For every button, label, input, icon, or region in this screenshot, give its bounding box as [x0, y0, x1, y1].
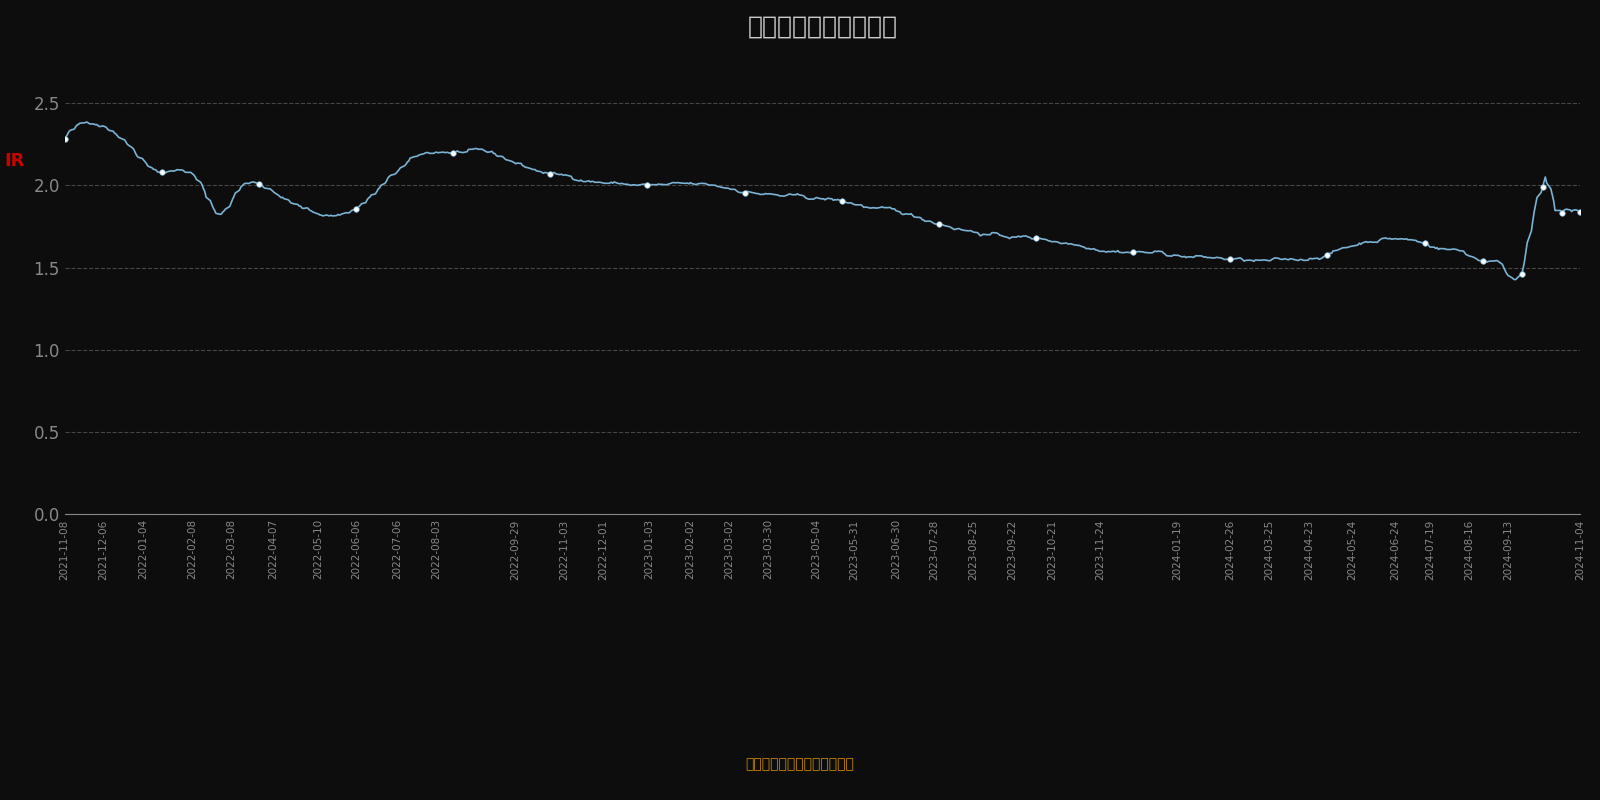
Text: IR: IR	[3, 152, 24, 170]
Title: 净值变化图（不复权）: 净值变化图（不复权）	[747, 15, 898, 39]
Legend: 	[814, 650, 829, 664]
Text: 制图数据来自恒生聚源数据库: 制图数据来自恒生聚源数据库	[746, 757, 854, 771]
